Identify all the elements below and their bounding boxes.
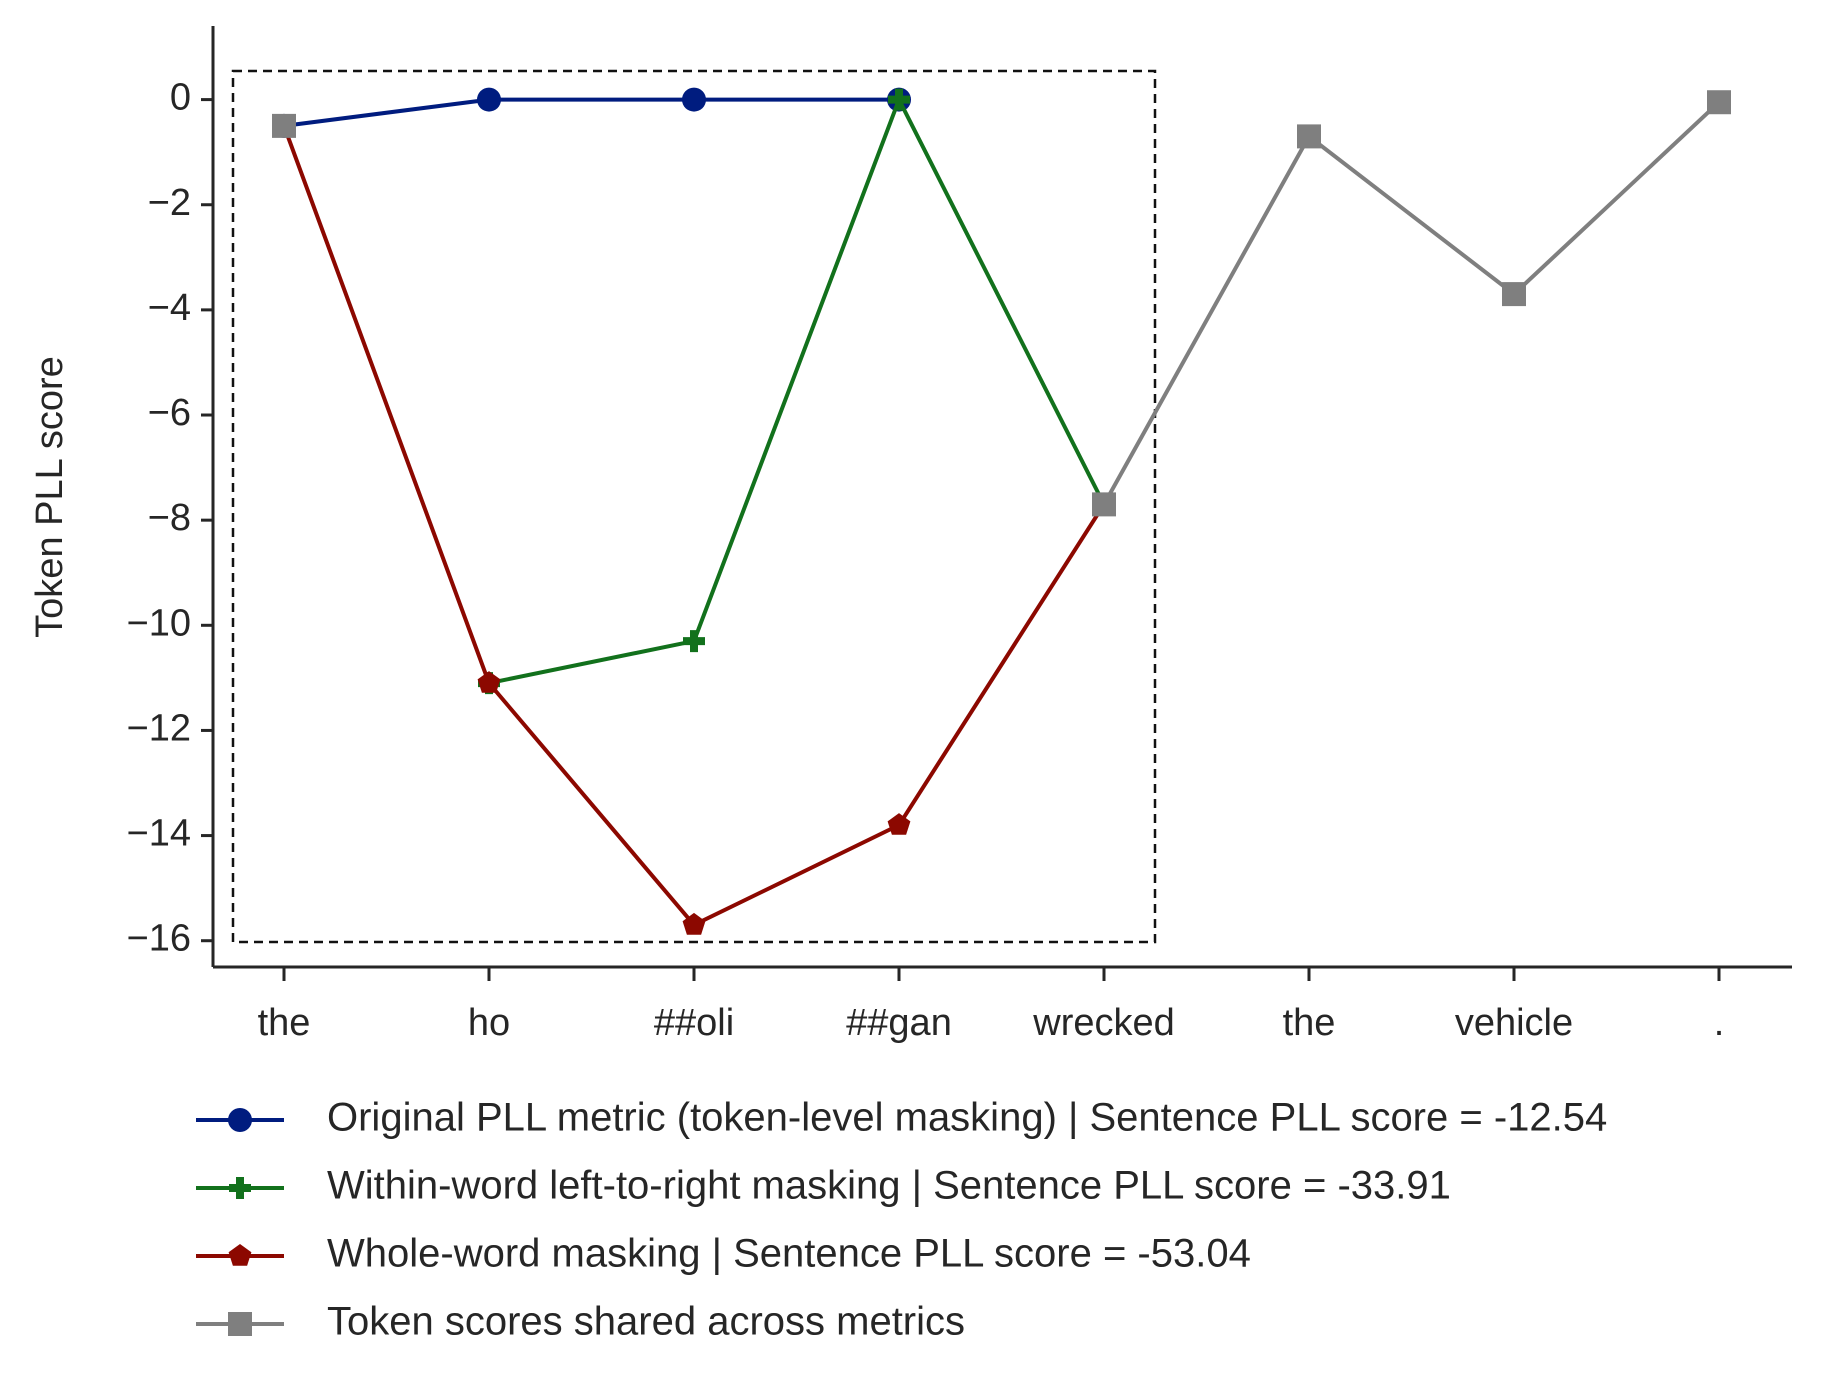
y-tick-label: 0 xyxy=(170,77,191,119)
marker xyxy=(229,1177,251,1199)
x-tick-label: ho xyxy=(468,1002,510,1044)
x-tick-label: ##oli xyxy=(654,1002,734,1044)
marker xyxy=(1707,90,1731,115)
legend-label: Original PLL metric (token-level masking… xyxy=(327,1096,1607,1140)
marker xyxy=(1092,492,1116,517)
y-tick-label: −2 xyxy=(148,182,191,224)
marker xyxy=(682,87,706,112)
x-tick-label: . xyxy=(1714,1002,1725,1044)
series-line xyxy=(1102,100,1721,506)
marker xyxy=(1297,124,1321,149)
y-tick-label: −16 xyxy=(127,918,191,960)
legend-label: Within-word left-to-right masking | Sent… xyxy=(327,1164,1451,1208)
x-tick-label: vehicle xyxy=(1455,1002,1573,1044)
y-tick-label: −10 xyxy=(127,602,191,644)
y-tick-label: −14 xyxy=(127,813,191,855)
y-tick-label: −6 xyxy=(148,392,191,434)
highlight-box xyxy=(231,69,1157,944)
marker xyxy=(477,87,501,112)
marker xyxy=(477,671,501,693)
y-tick-label: −12 xyxy=(127,707,191,749)
marker xyxy=(683,630,705,653)
marker xyxy=(1502,282,1526,307)
x-tick-label: ##gan xyxy=(846,1002,952,1044)
marker xyxy=(888,88,910,111)
series-line xyxy=(488,94,1106,686)
marker xyxy=(682,912,706,935)
y-tick-label: −4 xyxy=(148,287,191,329)
marker xyxy=(228,1244,252,1266)
x-tick-label: wrecked xyxy=(1032,1002,1175,1044)
marker xyxy=(887,813,911,835)
y-axis-label: Token PLL score xyxy=(29,356,71,638)
x-tick-label: the xyxy=(1283,1002,1336,1044)
x-tick-label: the xyxy=(258,1002,311,1044)
series-line xyxy=(282,125,1106,928)
marker xyxy=(272,113,296,138)
legend-label: Whole-word masking | Sentence PLL score … xyxy=(327,1232,1251,1276)
marker xyxy=(228,1312,252,1336)
legend-label: Token scores shared across metrics xyxy=(327,1300,965,1344)
y-tick-label: −8 xyxy=(148,497,191,539)
marker xyxy=(228,1108,252,1132)
series-line xyxy=(283,97,899,128)
